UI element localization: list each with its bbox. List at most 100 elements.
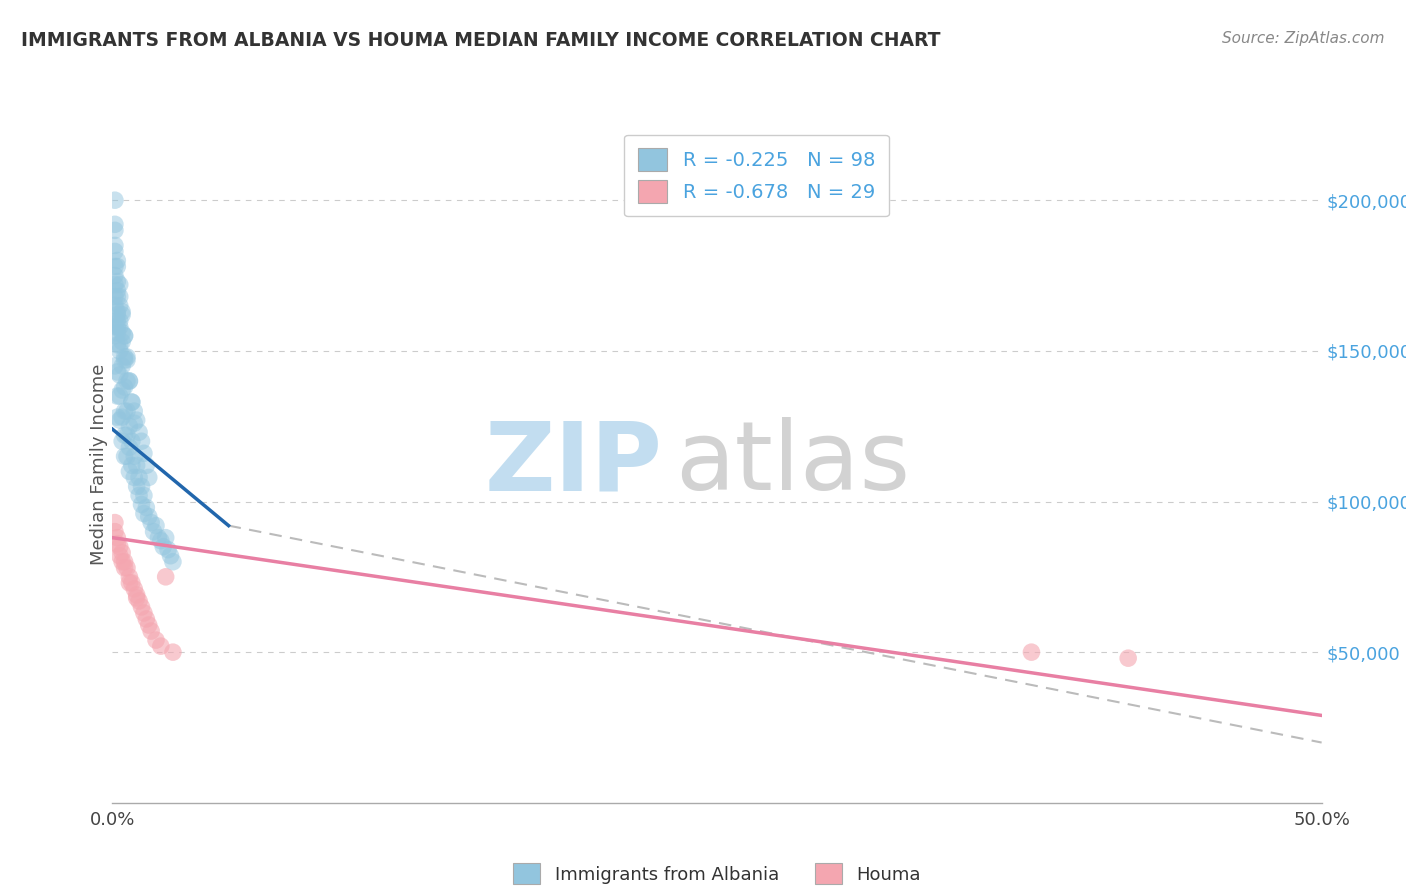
Point bbox=[104, 223, 127, 237]
Point bbox=[108, 314, 131, 328]
Point bbox=[104, 193, 127, 207]
Point bbox=[104, 359, 127, 373]
Point bbox=[111, 326, 134, 340]
Point bbox=[108, 368, 131, 382]
Point bbox=[128, 425, 150, 440]
Point bbox=[118, 575, 141, 590]
Point bbox=[104, 328, 127, 343]
Point bbox=[122, 416, 145, 430]
Point bbox=[105, 304, 128, 318]
Point bbox=[155, 531, 177, 545]
Point bbox=[111, 434, 134, 449]
Point bbox=[104, 277, 127, 292]
Point bbox=[128, 470, 150, 484]
Point bbox=[114, 380, 136, 394]
Point bbox=[115, 350, 138, 364]
Point bbox=[105, 410, 128, 425]
Point bbox=[1116, 651, 1139, 665]
Point bbox=[122, 582, 145, 596]
Point bbox=[105, 284, 128, 298]
Point bbox=[118, 374, 141, 388]
Point bbox=[115, 404, 138, 418]
Point bbox=[131, 479, 153, 493]
Point bbox=[111, 546, 134, 560]
Point bbox=[104, 290, 127, 304]
Point bbox=[111, 304, 134, 318]
Point bbox=[115, 561, 138, 575]
Point bbox=[121, 575, 143, 590]
Point bbox=[108, 299, 131, 313]
Y-axis label: Median Family Income: Median Family Income bbox=[90, 363, 108, 565]
Point bbox=[121, 395, 143, 409]
Point bbox=[162, 645, 184, 659]
Point bbox=[132, 606, 155, 620]
Point bbox=[104, 260, 127, 274]
Point bbox=[108, 319, 131, 334]
Point bbox=[159, 549, 181, 563]
Point bbox=[104, 244, 127, 259]
Point bbox=[141, 516, 163, 530]
Point bbox=[118, 374, 141, 388]
Point bbox=[105, 389, 128, 403]
Point bbox=[105, 290, 128, 304]
Point bbox=[105, 314, 128, 328]
Point bbox=[155, 570, 177, 584]
Point bbox=[145, 518, 167, 533]
Point bbox=[104, 319, 127, 334]
Point bbox=[122, 404, 145, 418]
Point bbox=[131, 498, 153, 512]
Point bbox=[108, 277, 131, 292]
Point bbox=[114, 428, 136, 442]
Point bbox=[138, 470, 160, 484]
Point bbox=[105, 253, 128, 268]
Point bbox=[114, 450, 136, 464]
Point bbox=[114, 350, 136, 364]
Point bbox=[114, 352, 136, 367]
Point bbox=[121, 458, 143, 473]
Point bbox=[105, 338, 128, 352]
Point bbox=[105, 326, 128, 340]
Point bbox=[157, 542, 180, 557]
Legend: Immigrants from Albania, Houma: Immigrants from Albania, Houma bbox=[506, 856, 928, 891]
Point bbox=[114, 328, 136, 343]
Point bbox=[125, 413, 148, 427]
Point bbox=[104, 268, 127, 283]
Point bbox=[118, 570, 141, 584]
Point bbox=[118, 419, 141, 434]
Point bbox=[111, 555, 134, 569]
Point bbox=[135, 458, 157, 473]
Point bbox=[135, 612, 157, 626]
Text: ZIP: ZIP bbox=[485, 417, 662, 510]
Point bbox=[104, 516, 127, 530]
Point bbox=[138, 618, 160, 632]
Point bbox=[128, 594, 150, 608]
Point bbox=[135, 500, 157, 515]
Point bbox=[145, 633, 167, 648]
Point bbox=[152, 540, 174, 554]
Point bbox=[149, 533, 172, 548]
Point bbox=[115, 428, 138, 442]
Point bbox=[104, 299, 127, 313]
Point bbox=[162, 555, 184, 569]
Point bbox=[111, 308, 134, 322]
Point bbox=[114, 561, 136, 575]
Point bbox=[125, 458, 148, 473]
Point bbox=[108, 413, 131, 427]
Point bbox=[105, 537, 128, 551]
Point bbox=[114, 328, 136, 343]
Point bbox=[114, 555, 136, 569]
Point bbox=[132, 446, 155, 460]
Point bbox=[125, 479, 148, 493]
Point bbox=[108, 389, 131, 403]
Point bbox=[104, 217, 127, 231]
Text: IMMIGRANTS FROM ALBANIA VS HOUMA MEDIAN FAMILY INCOME CORRELATION CHART: IMMIGRANTS FROM ALBANIA VS HOUMA MEDIAN … bbox=[21, 31, 941, 50]
Point bbox=[1021, 645, 1043, 659]
Point bbox=[125, 588, 148, 602]
Point bbox=[131, 599, 153, 614]
Point bbox=[108, 549, 131, 563]
Point bbox=[121, 395, 143, 409]
Text: atlas: atlas bbox=[675, 417, 910, 510]
Point bbox=[108, 290, 131, 304]
Point bbox=[105, 319, 128, 334]
Point bbox=[104, 524, 127, 539]
